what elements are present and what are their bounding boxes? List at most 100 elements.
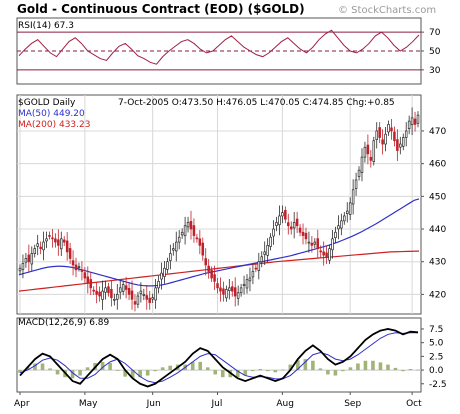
candle-body [298, 227, 302, 233]
price-legend: $GOLD Daily [18, 98, 76, 108]
price-panel: 420 430 440 450 460 470 [16, 94, 446, 315]
candle-body [402, 137, 405, 147]
candle-body [133, 301, 137, 305]
candle-body [107, 286, 110, 294]
candle-body [45, 238, 48, 242]
candle-body [54, 238, 57, 243]
macd-histogram-bar [138, 370, 142, 378]
macd-panel: 7.5 5.0 2.5 0.0 -2.5 [16, 317, 447, 393]
candle-body [399, 143, 402, 148]
candle-body [236, 292, 240, 299]
candle-body [154, 287, 157, 301]
macd-tick-label: 2.5 [429, 352, 443, 362]
candle-body [310, 242, 314, 246]
x-tick-label: Sep [344, 399, 361, 409]
candle-body [192, 225, 196, 236]
candle-body [263, 251, 266, 255]
candle-body [169, 253, 172, 261]
candle-body [357, 169, 361, 177]
macd-histogram-bar [33, 363, 37, 371]
price-tick-label: 460 [429, 160, 446, 170]
candle-body [121, 284, 125, 292]
candle-body [136, 295, 140, 305]
macd-tick-label: 7.5 [429, 325, 443, 335]
candle-body [201, 242, 205, 256]
macd-histogram-bar [363, 360, 368, 371]
candle-body [242, 284, 246, 286]
rsi-panel: 70 50 30 [16, 17, 441, 85]
macd-histogram-bar [296, 360, 300, 371]
candle-body [301, 231, 305, 236]
macd-histogram-bar [153, 370, 157, 372]
macd-histogram-bar [55, 370, 60, 375]
candle-body [186, 222, 190, 228]
candle-body [328, 248, 331, 261]
candle-body [313, 241, 317, 245]
candle-body [319, 250, 322, 253]
x-tick-label: Aug [276, 399, 294, 409]
candle-body [51, 237, 54, 240]
candle-body [375, 130, 378, 140]
candle-body [413, 118, 417, 125]
candle-body [343, 215, 346, 222]
macd-histogram-bar [266, 370, 270, 372]
candle-body [77, 266, 81, 268]
macd-histogram-bar [393, 367, 398, 371]
ohlc-readout: 7-Oct-2005 O:473.50 H:476.05 L:470.05 C:… [118, 98, 395, 108]
macd-histogram-bar [220, 370, 225, 378]
candle-body [157, 280, 160, 289]
chart-title: Gold - Continuous Contract (EOD) ($GOLD) [17, 2, 305, 16]
candle-body [272, 228, 275, 237]
x-tick-label: Oct [406, 399, 422, 409]
candle-body [407, 120, 411, 130]
macd-tick-label: 0.0 [429, 366, 444, 376]
rsi-label: RSI(14) 67.3 [18, 21, 74, 31]
candle-body [337, 225, 340, 230]
candle-body [222, 288, 225, 295]
macd-histogram-bar [40, 363, 45, 371]
macd-histogram-bar [190, 361, 195, 371]
candle-body [30, 253, 34, 265]
price-tick-label: 470 [429, 127, 446, 137]
candle-body [160, 272, 163, 280]
macd-tick-label: 5.0 [429, 339, 444, 349]
macd-line [19, 328, 419, 388]
macd-histogram-bar [273, 370, 278, 373]
macd-histogram-bar [371, 360, 375, 371]
candle-body [74, 264, 78, 271]
candle-body [257, 261, 261, 271]
ma200-label: MA(200) 433.23 [18, 120, 90, 130]
price-tick-label: 430 [429, 258, 446, 268]
candle-body [416, 114, 420, 124]
macd-frame [16, 317, 422, 393]
candle-body [369, 156, 373, 161]
candle-body [113, 298, 116, 301]
ma200-line [18, 250, 420, 292]
watermark: © StockCharts.com [338, 5, 436, 16]
candle-body [213, 274, 216, 282]
candle-body [33, 248, 36, 254]
candle-body [86, 276, 90, 284]
candle-body [183, 225, 187, 237]
macd-histogram-bar [333, 370, 338, 376]
candle-body [372, 140, 376, 162]
macd-histogram-bar [416, 369, 420, 371]
candle-body [404, 130, 408, 138]
candle-body [24, 258, 28, 263]
macd-histogram-bar [100, 361, 105, 371]
ma50-label: MA(50) 449.20 [18, 109, 85, 119]
candle-body [340, 220, 343, 229]
macd-histogram-bar [258, 368, 263, 371]
macd-histogram-bar [48, 368, 52, 371]
candle-body [396, 139, 399, 151]
candle-body [21, 262, 25, 270]
candle-body [163, 267, 166, 277]
candle-body [207, 265, 210, 272]
candle-body [101, 290, 104, 300]
candle-body [266, 245, 269, 256]
candle-body [289, 226, 293, 230]
candle-body [148, 297, 151, 303]
candle-body [292, 222, 296, 229]
candle-body [251, 271, 255, 278]
candle-body [71, 260, 75, 266]
